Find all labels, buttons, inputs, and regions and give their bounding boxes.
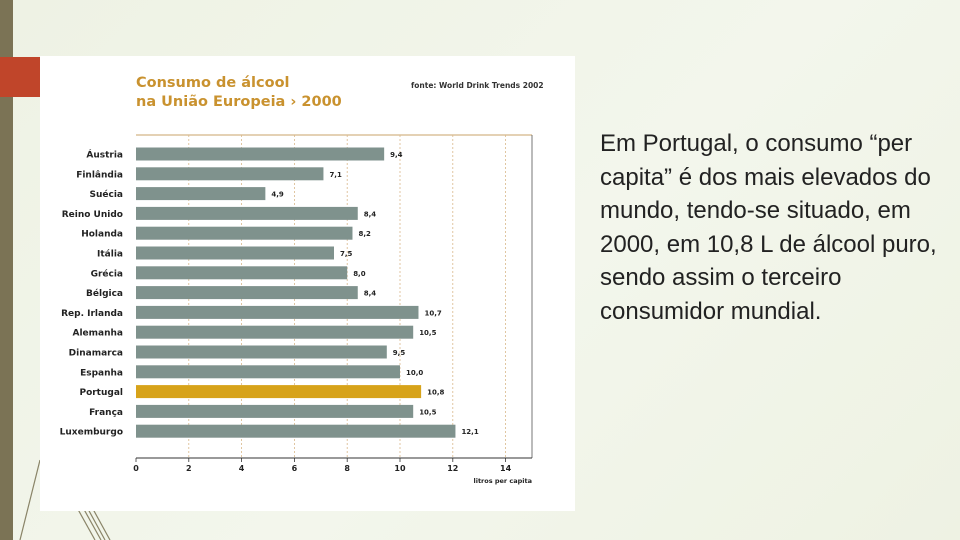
bar <box>136 226 353 240</box>
bar <box>136 385 422 399</box>
category-label: Finlândia <box>76 170 123 180</box>
x-tick-label: 10 <box>394 464 406 473</box>
bar <box>136 424 456 438</box>
category-label: Grécia <box>91 268 123 279</box>
category-label: Espanha <box>80 368 123 378</box>
value-label: 8,4 <box>364 290 377 298</box>
bar <box>136 365 400 379</box>
x-axis-label: litros per capita <box>473 477 532 485</box>
x-tick-label: 14 <box>500 464 512 473</box>
bar-chart: Áustria 9,4 Finlândia 7,1 Suécia 4,9 Reino Uni… <box>60 134 533 485</box>
category-label: Áustria <box>86 149 123 161</box>
category-label: Luxemburgo <box>60 428 123 438</box>
category-label: Itália <box>97 250 123 260</box>
chart-source: fonte: World Drink Trends 2002 <box>411 81 544 90</box>
bar <box>136 325 414 339</box>
category-label: França <box>89 408 123 418</box>
x-tick-label: 8 <box>344 464 350 473</box>
bar <box>136 246 334 260</box>
chart-title-line1: Consumo de álcool <box>136 75 290 91</box>
value-label: 8,0 <box>353 270 366 278</box>
value-label: 10,0 <box>406 369 423 377</box>
accent-block <box>0 57 42 97</box>
left-decorative-stripe <box>0 0 13 540</box>
chart-title: Consumo de álcool na União Europeia › 20… <box>136 74 396 112</box>
bar <box>136 187 266 201</box>
category-label: Rep. Irlanda <box>61 309 123 319</box>
chart-card: Consumo de álcool na União Europeia › 20… <box>40 56 575 511</box>
x-tick-label: 6 <box>292 464 298 473</box>
value-label: 8,2 <box>358 230 371 238</box>
bar <box>136 345 387 359</box>
value-label: 7,5 <box>340 250 353 258</box>
category-label: Portugal <box>79 388 123 398</box>
value-label: 7,1 <box>329 171 342 179</box>
value-label: 10,8 <box>427 389 444 397</box>
bar <box>136 206 358 220</box>
category-label: Alemanha <box>73 329 124 339</box>
bar <box>136 266 348 280</box>
value-label: 12,1 <box>461 428 478 436</box>
slide-body-text: Em Portugal, o consumo “per capita” é do… <box>600 130 937 325</box>
value-label: 10,5 <box>419 408 436 416</box>
value-label: 9,5 <box>393 349 406 357</box>
x-tick-label: 12 <box>447 464 458 473</box>
category-label: Dinamarca <box>69 349 123 359</box>
category-label: Suécia <box>90 189 124 200</box>
bar <box>136 147 385 161</box>
value-label: 9,4 <box>390 151 403 159</box>
value-label: 10,7 <box>424 309 441 317</box>
x-tick-label: 2 <box>186 464 192 473</box>
value-label: 4,9 <box>271 191 284 199</box>
value-label: 10,5 <box>419 329 436 337</box>
category-label: Holanda <box>81 230 123 240</box>
category-label: Reino Unido <box>62 210 123 220</box>
x-tick-label: 0 <box>133 464 139 473</box>
value-label: 8,4 <box>364 210 377 218</box>
bar <box>136 305 419 319</box>
x-tick-label: 4 <box>239 464 245 473</box>
bar <box>136 404 414 418</box>
chart-title-line2: na União Europeia › 2000 <box>136 94 342 110</box>
bar <box>136 167 324 181</box>
category-label: Bélgica <box>86 288 123 299</box>
decorative-lines <box>19 459 111 540</box>
bar <box>136 286 358 300</box>
